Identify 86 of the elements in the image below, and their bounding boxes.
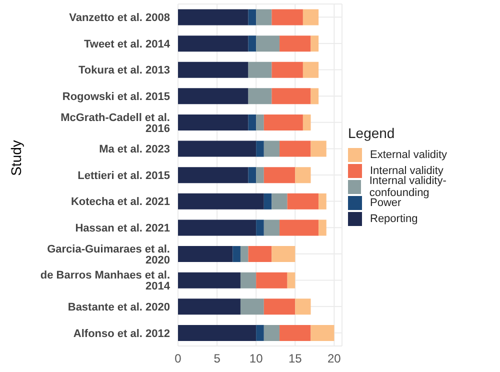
legend-label: Power [370, 197, 402, 209]
bar [280, 324, 311, 341]
bar [248, 9, 256, 26]
y-tick-label: Lettieri et al. 2015 [78, 170, 170, 182]
bar [248, 167, 256, 184]
x-tick-label: 5 [214, 352, 221, 366]
bar [256, 114, 264, 130]
x-tick-label: 10 [249, 352, 264, 366]
bar [318, 193, 326, 210]
y-tick-label: Garcia-Guimaraes et al. 2020 [47, 243, 170, 266]
bar [310, 36, 319, 52]
bar [272, 9, 303, 26]
bar [256, 36, 280, 52]
x-tick-label: 20 [328, 352, 342, 366]
y-tick-label: Alfonso et al. 2012 [73, 328, 170, 340]
bar [178, 246, 233, 262]
bar [310, 324, 334, 341]
bar [310, 140, 326, 157]
legend-title: Legend [348, 125, 396, 141]
bar [302, 9, 319, 26]
bar [264, 114, 303, 130]
bar [295, 298, 311, 315]
bar [272, 88, 311, 104]
y-axis-title: Study [8, 139, 24, 178]
bar [178, 220, 256, 236]
bar [178, 62, 248, 78]
bar [302, 114, 311, 130]
bar [248, 36, 256, 52]
bar [240, 298, 264, 315]
y-tick-label: Rogowski et al. 2015 [62, 90, 170, 103]
bar [280, 220, 319, 236]
bar [240, 272, 256, 288]
bar [272, 246, 296, 262]
y-tick-label: Bastante et al. 2020 [68, 301, 170, 314]
legend-label: Internal validity [370, 165, 444, 177]
bar [264, 193, 272, 210]
bar [264, 298, 296, 315]
y-tick-label: de Barros Manhaes et al. 2014 [40, 270, 171, 293]
bar [256, 324, 264, 341]
y-tick-label: Tokura et al. 2013 [78, 64, 170, 77]
bar [280, 140, 311, 157]
bar [310, 88, 319, 104]
bar [178, 114, 248, 130]
bar [318, 220, 326, 236]
y-tick-label: Hassan et al. 2021 [75, 222, 170, 235]
bar [272, 193, 288, 210]
y-tick-label: Tweet et al. 2014 [84, 38, 171, 50]
bar [280, 36, 311, 52]
legend-label: External validity [370, 149, 448, 161]
y-tick-label: Kotecha et al. 2021 [70, 196, 170, 208]
y-tick-label: Ma et al. 2023 [99, 144, 170, 156]
bar [178, 193, 264, 210]
bar [178, 272, 240, 288]
y-tick-label: McGrath-Cadell et al. 2016 [60, 112, 170, 135]
bar [256, 167, 264, 184]
bar [178, 167, 248, 184]
bar [178, 36, 248, 52]
bar [178, 9, 248, 26]
bar [256, 220, 264, 236]
legend-label: Reporting [370, 213, 418, 225]
bar [248, 246, 272, 262]
bar [295, 167, 311, 184]
bar [178, 298, 240, 315]
bar [264, 140, 280, 157]
x-tick-label: 15 [288, 352, 302, 366]
bar [287, 193, 319, 210]
bar [256, 9, 272, 26]
bar [240, 246, 248, 262]
bar [178, 324, 256, 341]
y-tick-label: Vanzetto et al. 2008 [69, 12, 170, 24]
legend-label: Internal validity-confounding [369, 175, 446, 199]
bar [178, 88, 248, 104]
bar [302, 62, 319, 78]
bar [264, 167, 296, 184]
bar [248, 88, 272, 104]
bar [256, 140, 264, 157]
bar [232, 246, 240, 262]
bar [256, 272, 288, 288]
bar [248, 62, 272, 78]
bar [264, 324, 280, 341]
bar [264, 220, 280, 236]
bar [272, 62, 303, 78]
bar [287, 272, 296, 288]
bar [178, 140, 256, 157]
bar [248, 114, 256, 130]
x-tick-label: 0 [174, 352, 182, 366]
